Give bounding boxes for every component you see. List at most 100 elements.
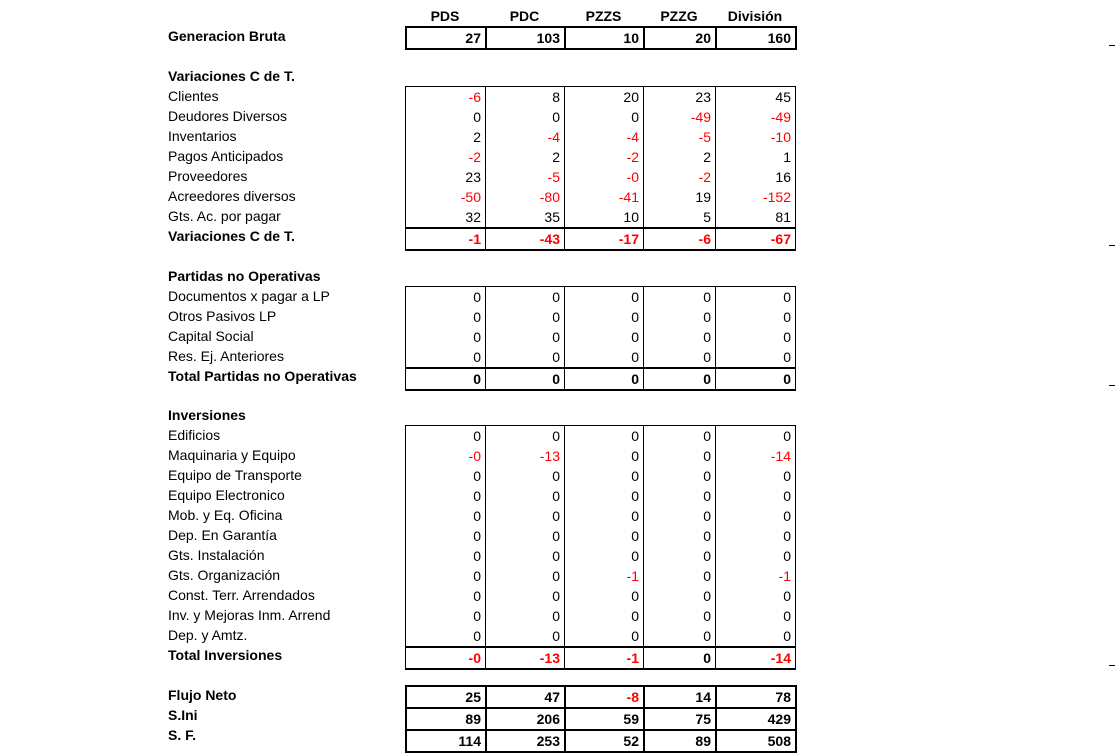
edge-tick bbox=[1109, 665, 1115, 666]
variaciones-table-row: 2 -4 -4 -5 -10 bbox=[405, 127, 796, 147]
partidas-table-cell: 0 bbox=[643, 286, 716, 307]
inversiones-table-cell: 0 bbox=[643, 486, 716, 506]
variaciones-table-cell: -1 bbox=[405, 227, 486, 251]
variaciones-total-label: Variaciones C de T. bbox=[168, 228, 295, 244]
inversiones-table-cell: -1 bbox=[564, 566, 644, 586]
resumen-table-cell: 206 bbox=[485, 707, 566, 731]
variaciones-table-cell: 23 bbox=[643, 86, 716, 107]
inversiones-table-cell: 0 bbox=[564, 486, 644, 506]
partidas-table-cell: 0 bbox=[643, 367, 716, 391]
resumen-table-cell: 25 bbox=[405, 685, 487, 709]
partidas-table-cell: 0 bbox=[564, 367, 644, 391]
variaciones-table-cell: 1 bbox=[715, 147, 796, 167]
variaciones-table: -6 8 20 23 45 0 0 0 -49 -49 2 -4 -4 -5 -10 -2 2 -2 2 1 23 -5-… bbox=[405, 86, 796, 251]
inversiones-table-cell: 0 bbox=[564, 546, 644, 566]
inversiones-table-cell: 0 bbox=[405, 606, 486, 626]
variaciones-title: Variaciones C de T. bbox=[168, 68, 295, 84]
variaciones-row-label: Deudores Diversos bbox=[168, 108, 288, 124]
variaciones-table-cell: -2 bbox=[564, 147, 644, 167]
resumen-table: 25 47 -8 14 78 89 206 59 75 429 114 253 52 89 508 bbox=[405, 685, 797, 753]
variaciones-table-cell: 23 bbox=[405, 167, 486, 187]
inversiones-total-label: Total Inversiones bbox=[168, 647, 283, 663]
inversiones-table-cell: 0 bbox=[405, 586, 486, 606]
inversiones-table-cell: 0 bbox=[643, 566, 716, 586]
variaciones-table-cell: 35 bbox=[485, 207, 565, 228]
inversiones-table-cell: -14 bbox=[715, 646, 796, 670]
resumen-table-cell: 14 bbox=[643, 685, 717, 709]
resumen-table-cell: 75 bbox=[643, 707, 717, 731]
inversiones-table-cell: 0 bbox=[643, 526, 716, 546]
variaciones-table-cell: 81 bbox=[715, 207, 796, 228]
column-headers: PDS PDC PZZS PZZG División bbox=[405, 6, 795, 26]
inversiones-table: 0 0 0 0 0 -0 -13 0 0 -14 0 0 0 0 0 0 0 0 0 0 0 0 0 0 0 0 0 0 0 0 0 0 0 0 0… bbox=[405, 425, 796, 670]
inversiones-table-cell: 0 bbox=[564, 425, 644, 446]
resumen-table-row: 89 206 59 75 429 bbox=[405, 707, 797, 731]
variaciones-table-cell: -43 bbox=[485, 227, 565, 251]
partidas-title: Partidas no Operativas bbox=[168, 268, 321, 284]
partidas-table-cell: 0 bbox=[405, 327, 486, 347]
variaciones-table-row: 23 -5 -0 -2 16 bbox=[405, 167, 796, 187]
inversiones-table-cell: -1 bbox=[564, 646, 644, 670]
inversiones-table-cell: -13 bbox=[485, 646, 565, 670]
resumen-table-cell: 59 bbox=[564, 707, 645, 731]
inversiones-table-cell: 0 bbox=[485, 506, 565, 526]
inversiones-row-label: Gts. Instalación bbox=[168, 547, 265, 563]
variaciones-table-cell: 45 bbox=[715, 86, 796, 107]
resumen-table-cell: 52 bbox=[564, 729, 645, 753]
inversiones-table-cell: 0 bbox=[715, 425, 796, 446]
inversiones-row-label: Maquinaria y Equipo bbox=[168, 447, 296, 463]
partidas-table-cell: 0 bbox=[643, 347, 716, 368]
inversiones-table-cell: 0 bbox=[715, 546, 796, 566]
generacion-bruta-values: 27 103 10 20 160 bbox=[405, 26, 797, 50]
inversiones-table-cell: 0 bbox=[405, 486, 486, 506]
variaciones-row-label: Acreedores diversos bbox=[168, 188, 296, 204]
partidas-table-cell: 0 bbox=[564, 347, 644, 368]
variaciones-table-cell: -5 bbox=[485, 167, 565, 187]
resumen-table-cell: 253 bbox=[485, 729, 566, 753]
variaciones-table-cell: -2 bbox=[643, 167, 716, 187]
variaciones-row-label: Gts. Ac. por pagar bbox=[168, 208, 281, 224]
partidas-table-cell: 0 bbox=[715, 367, 796, 391]
inversiones-table-cell: 0 bbox=[715, 466, 796, 486]
variaciones-table-cell: -4 bbox=[485, 127, 565, 147]
variaciones-table-cell: -41 bbox=[564, 187, 644, 207]
resumen-label: S. F. bbox=[168, 727, 197, 743]
column-header-0: PDS bbox=[430, 8, 460, 24]
inversiones-table-cell: 0 bbox=[564, 586, 644, 606]
partidas-row-label: Otros Pasivos LP bbox=[168, 308, 277, 324]
partidas-table-cell: 0 bbox=[715, 327, 796, 347]
variaciones-table-cell: -50 bbox=[405, 187, 486, 207]
variaciones-table-cell: 5 bbox=[643, 207, 716, 228]
variaciones-table-cell: 20 bbox=[564, 86, 644, 107]
inversiones-table-cell: 0 bbox=[405, 546, 486, 566]
partidas-table-cell: 0 bbox=[485, 347, 565, 368]
generacion-bruta-values-cell: 20 bbox=[643, 26, 717, 50]
inversiones-table-cell: 0 bbox=[715, 606, 796, 626]
inversiones-table-cell: 0 bbox=[643, 466, 716, 486]
inversiones-row-label: Inv. y Mejoras Inm. Arrend bbox=[168, 607, 331, 623]
inversiones-table-cell: 0 bbox=[715, 486, 796, 506]
inversiones-table-cell: 0 bbox=[405, 626, 486, 647]
edge-tick bbox=[1109, 385, 1115, 386]
partidas-table-cell: 0 bbox=[715, 307, 796, 327]
inversiones-table-cell: 0 bbox=[564, 606, 644, 626]
inversiones-table-cell: 0 bbox=[485, 466, 565, 486]
inversiones-table-cell: 0 bbox=[715, 506, 796, 526]
inversiones-table-cell: 0 bbox=[643, 425, 716, 446]
variaciones-table-cell: -2 bbox=[405, 147, 486, 167]
variaciones-table-cell: -17 bbox=[564, 227, 644, 251]
variaciones-table-row: -6 8 20 23 45 bbox=[405, 86, 796, 107]
partidas-table-cell: 0 bbox=[564, 307, 644, 327]
variaciones-table-cell: 19 bbox=[643, 187, 716, 207]
resumen-table-cell: 114 bbox=[405, 729, 487, 753]
partidas-row-label: Documentos x pagar a LP bbox=[168, 288, 330, 304]
variaciones-table-cell: 16 bbox=[715, 167, 796, 187]
inversiones-table-cell: 0 bbox=[405, 425, 486, 446]
